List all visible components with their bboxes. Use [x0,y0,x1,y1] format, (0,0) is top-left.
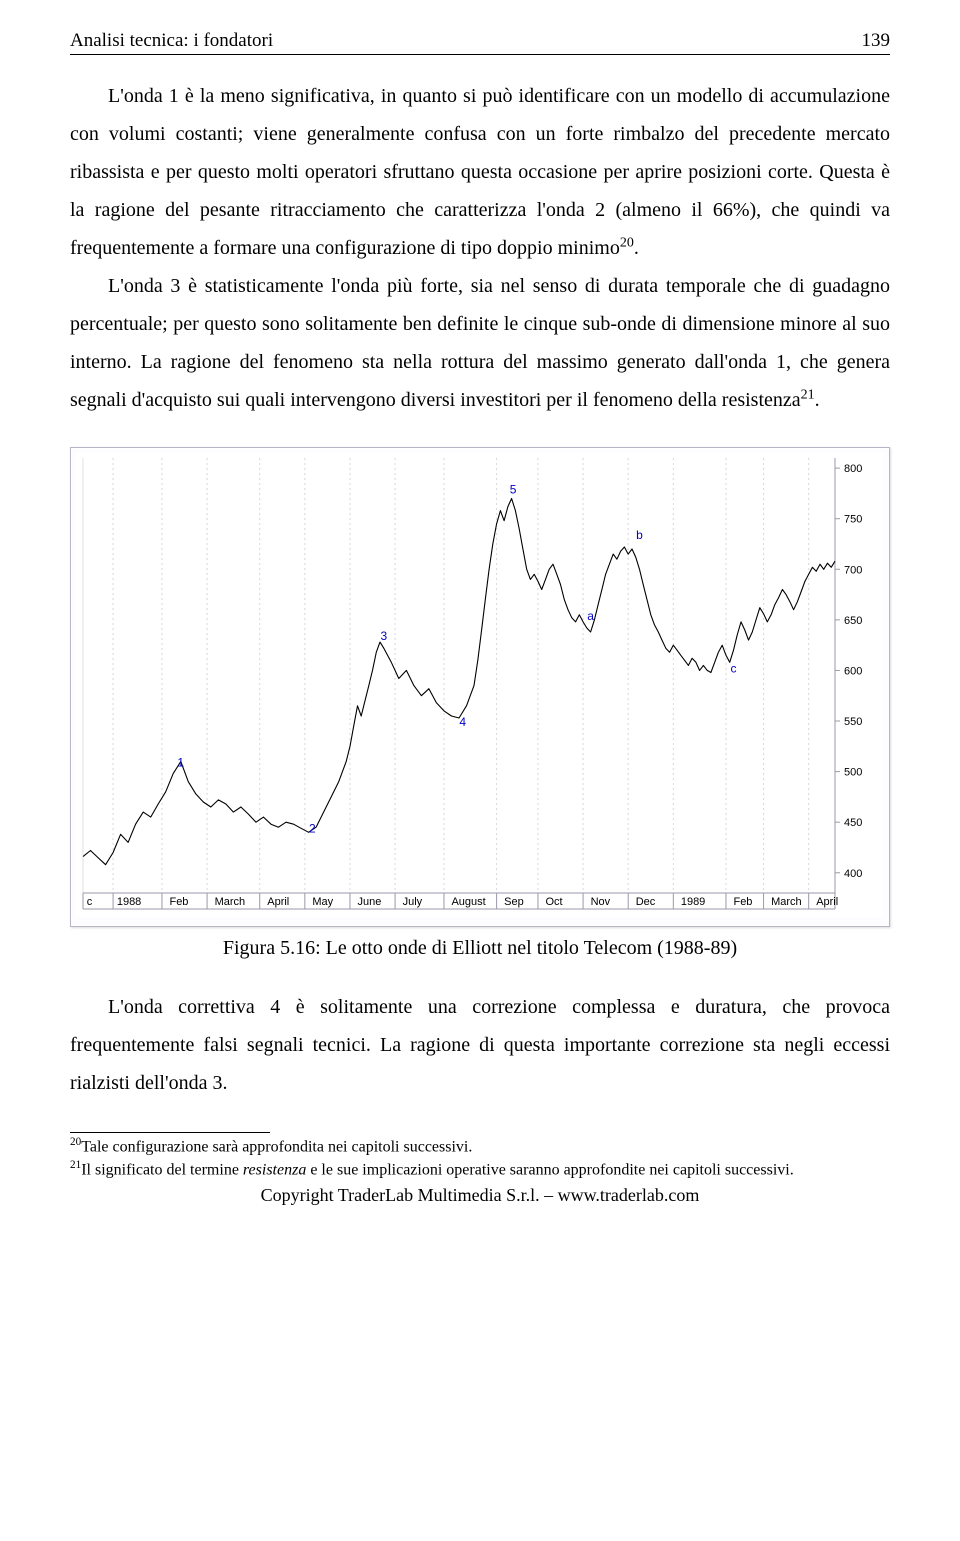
svg-text:800: 800 [844,463,862,475]
svg-text:1: 1 [177,756,184,770]
footnote-ref-21: 21 [801,387,815,402]
svg-text:400: 400 [844,868,862,880]
body-text: L'onda 1 è la meno significativa, in qua… [70,77,890,419]
svg-text:600: 600 [844,665,862,677]
chart-frame: 400 450 500 550 600 650 700 750 800 c 1988 Feb March… [70,447,890,927]
svg-text:Sep: Sep [504,896,524,908]
body-text-2: L'onda correttiva 4 è solitamente una co… [70,988,890,1102]
paragraph-1: L'onda 1 è la meno significativa, in qua… [70,77,890,267]
footnote-20: 20Tale configurazione sarà approfondita … [70,1135,890,1158]
running-title: Analisi tecnica: i fondatori [70,30,273,52]
svg-text:500: 500 [844,767,862,779]
svg-text:Feb: Feb [169,896,188,908]
svg-text:c: c [730,661,736,675]
svg-text:May: May [312,896,333,908]
svg-text:5: 5 [510,482,517,496]
svg-text:1989: 1989 [681,896,705,908]
running-header: Analisi tecnica: i fondatori 139 [70,30,890,55]
svg-text:550: 550 [844,716,862,728]
svg-text:June: June [357,896,381,908]
footnote-21-term: resistenza [243,1161,306,1178]
page: Analisi tecnica: i fondatori 139 L'onda … [0,0,960,1541]
svg-text:April: April [816,896,838,908]
svg-text:b: b [636,528,643,542]
svg-text:1988: 1988 [117,896,141,908]
svg-text:700: 700 [844,564,862,576]
figure-caption: Figura 5.16: Le otto onde di Elliott nel… [70,937,890,960]
footnote-21-pre: Il significato del termine [81,1161,243,1178]
svg-text:March: March [771,896,802,908]
footnote-20-text: Tale configurazione sarà approfondita ne… [81,1138,472,1155]
copyright-line: Copyright TraderLab Multimedia S.r.l. – … [70,1183,890,1207]
page-number: 139 [862,30,891,52]
svg-text:450: 450 [844,817,862,829]
paragraph-3: L'onda correttiva 4 è solitamente una co… [70,988,890,1102]
footnote-ref-20: 20 [620,235,634,250]
svg-text:Feb: Feb [733,896,752,908]
svg-text:Oct: Oct [545,896,562,908]
svg-text:April: April [267,896,289,908]
svg-text:3: 3 [380,629,387,643]
svg-text:July: July [403,896,423,908]
svg-text:2: 2 [309,821,316,835]
figure-5-16: 400 450 500 550 600 650 700 750 800 c 1988 Feb March… [70,447,890,927]
elliott-wave-chart: 400 450 500 550 600 650 700 750 800 c 1988 Feb March… [75,452,883,917]
svg-text:4: 4 [459,715,466,729]
footnote-21: 21Il significato del termine resistenza … [70,1158,890,1181]
footnotes: 20Tale configurazione sarà approfondita … [70,1132,890,1207]
svg-text:c: c [87,896,93,908]
paragraph-2: L'onda 3 è statisticamente l'onda più fo… [70,267,890,419]
svg-text:August: August [451,896,485,908]
para1-end: . [634,237,639,259]
svg-text:650: 650 [844,615,862,627]
para2-text: L'onda 3 è statisticamente l'onda più fo… [70,275,890,411]
svg-text:March: March [215,896,246,908]
svg-text:750: 750 [844,514,862,526]
footnote-21-num: 21 [70,1159,81,1171]
footnote-21-post: e le sue implicazioni operative saranno … [306,1161,793,1178]
footnote-20-num: 20 [70,1136,81,1148]
svg-text:Nov: Nov [591,896,611,908]
para1-text: L'onda 1 è la meno significativa, in qua… [70,85,890,259]
svg-text:Dec: Dec [636,896,656,908]
para2-end: . [815,389,820,411]
svg-text:a: a [587,609,594,623]
